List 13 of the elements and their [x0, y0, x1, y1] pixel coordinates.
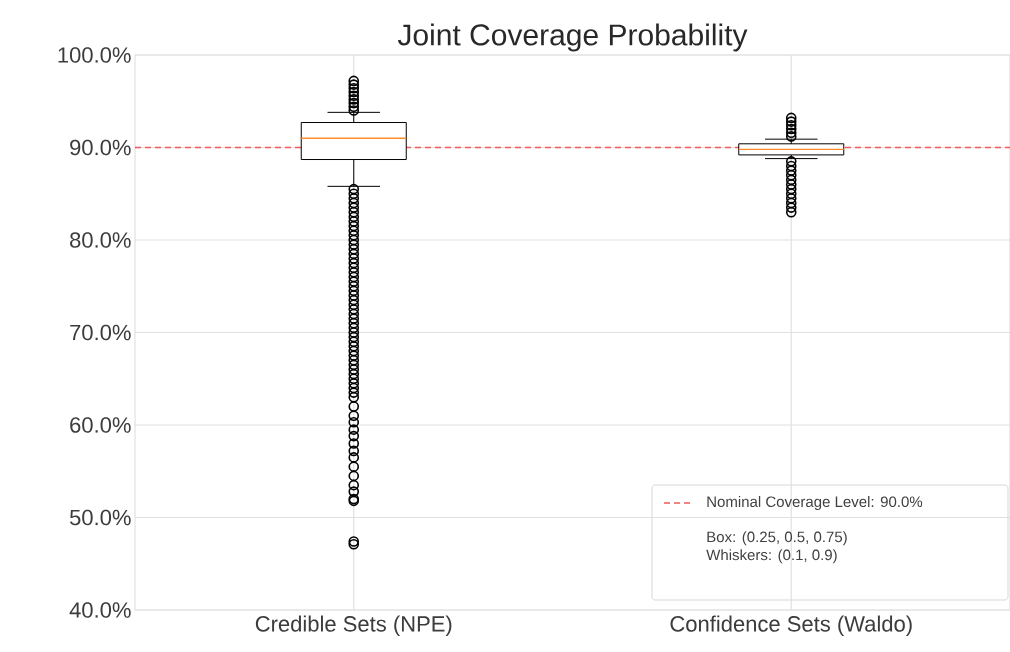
y-tick-label: 50.0% — [69, 509, 131, 526]
legend-label: Nominal Coverage Level: 90.0% — [707, 496, 923, 510]
y-tick-label: 80.0% — [70, 232, 131, 248]
y-tick-label: 70.0% — [70, 324, 131, 341]
annotation: Box: (0.25, 0.5, 0.75) — [707, 531, 847, 546]
x-tick-label: Credible Sets (NPE) — [255, 615, 452, 637]
x-tick-label: Confidence Sets (Waldo) — [670, 615, 912, 637]
annotation: Whiskers: (0.1, 0.9) — [706, 549, 837, 564]
y-tick-label: 100.0% — [58, 47, 131, 63]
chart-title: Joint Coverage Probability — [397, 23, 748, 52]
y-tick-label: 60.0% — [70, 417, 131, 433]
y-tick-label: 40.0% — [69, 602, 131, 618]
y-tick-label: 90.0% — [70, 139, 131, 156]
